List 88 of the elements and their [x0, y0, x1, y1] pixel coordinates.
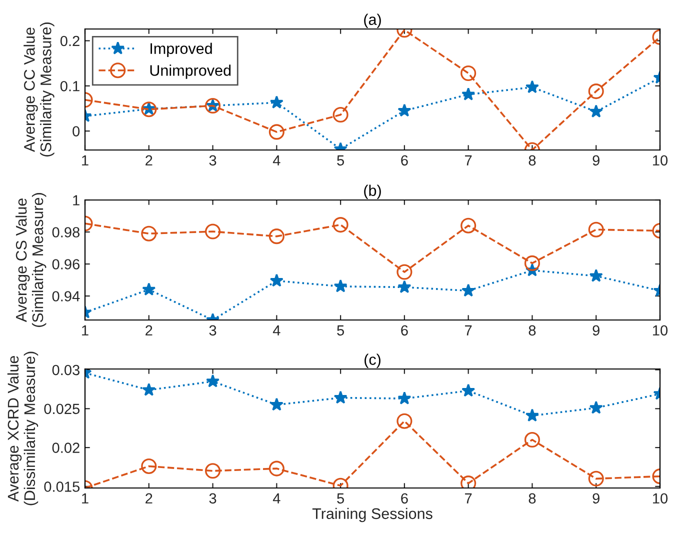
point — [141, 458, 157, 474]
x-tick-label: 1 — [82, 493, 88, 504]
x-tick-label: 6 — [401, 493, 408, 504]
point — [270, 274, 284, 287]
point — [398, 280, 412, 294]
x-tick-label: 10 — [653, 493, 668, 504]
y-tick-label: 0.025 — [44, 404, 80, 414]
x-tick-label: 8 — [528, 325, 536, 336]
x-tick-label: 7 — [465, 325, 472, 336]
x-tick-label: 3 — [209, 155, 216, 166]
x-tick-label: 3 — [209, 493, 216, 504]
x-tick-label: 7 — [465, 493, 472, 504]
point — [332, 217, 348, 233]
y-tick-label: 0.015 — [44, 482, 80, 492]
x-tick-label: 9 — [592, 325, 600, 336]
point — [589, 268, 603, 282]
chart-title: (c) — [364, 354, 380, 368]
y-axis-title: Average CS Value (Similarity Measure) — [16, 193, 46, 327]
y-tick-label: 0 — [72, 126, 80, 136]
point — [462, 284, 476, 297]
point — [205, 224, 221, 240]
point — [524, 432, 540, 448]
point — [396, 264, 412, 280]
point — [460, 218, 476, 234]
y-tick-label: 0.98 — [52, 227, 80, 238]
point — [524, 255, 540, 271]
point — [270, 398, 284, 411]
point — [460, 65, 476, 82]
x-tick-label: 8 — [528, 493, 536, 504]
point — [206, 374, 220, 388]
y-tick-label: 0.03 — [52, 364, 80, 376]
point — [525, 80, 539, 94]
x-tick-label: 5 — [337, 493, 344, 504]
x-tick-label: 6 — [401, 155, 408, 166]
point — [142, 382, 156, 396]
x-tick-label: 8 — [528, 155, 536, 166]
y-tick-label: 0.02 — [52, 442, 80, 453]
y-axis-title: Average CC Value (Similarity Measure) — [24, 22, 54, 156]
point — [588, 222, 604, 238]
x-tick-label: 9 — [592, 155, 600, 166]
y-tick-label: 0.96 — [52, 259, 80, 270]
x-tick-label: 7 — [465, 155, 472, 166]
point — [332, 107, 348, 123]
x-tick-label: 4 — [272, 493, 280, 504]
x-tick-label: 3 — [209, 325, 216, 336]
point — [589, 400, 603, 414]
point — [462, 87, 476, 100]
point — [396, 413, 412, 429]
y-tick-label: 1 — [73, 195, 80, 206]
legend-label: Improved — [150, 42, 212, 57]
x-tick-label: 2 — [146, 155, 152, 166]
x-tick-label: 1 — [82, 325, 88, 336]
point — [334, 279, 348, 292]
point — [462, 384, 476, 397]
point — [398, 104, 412, 117]
point — [205, 463, 221, 479]
x-tick-label: 4 — [272, 155, 280, 166]
point — [270, 96, 284, 108]
y-tick-label: 0.1 — [60, 80, 80, 92]
point — [268, 124, 284, 140]
x-tick-label: 2 — [146, 493, 152, 504]
y-tick-label: 0.2 — [60, 36, 80, 46]
x-tick-label: 9 — [592, 493, 600, 504]
point — [268, 460, 284, 476]
x-tick-label: 5 — [337, 325, 344, 336]
point — [589, 104, 603, 118]
x-tick-label: 4 — [272, 325, 280, 336]
point — [142, 282, 156, 296]
point — [268, 228, 284, 244]
x-tick-label: 10 — [653, 325, 668, 336]
x-axis-title: Training Sessions — [312, 508, 432, 522]
point — [588, 470, 604, 486]
x-tick-label: 2 — [146, 325, 152, 336]
y-tick-label: 0.94 — [52, 291, 80, 302]
point — [334, 390, 348, 404]
y-axis-title: Average XCRD Value (Dissimilarity Measure) — [7, 352, 38, 506]
point — [398, 391, 412, 404]
line-series — [85, 29, 660, 150]
chart-title: (b) — [364, 184, 381, 199]
x-tick-label: 5 — [337, 155, 344, 166]
x-tick-label: 6 — [401, 325, 408, 336]
point — [588, 84, 604, 100]
x-tick-label: 10 — [653, 155, 668, 166]
x-tick-label: 1 — [82, 155, 88, 166]
point — [141, 226, 157, 242]
chart-title: (a) — [364, 14, 381, 28]
legend-label: Unimproved — [150, 64, 231, 79]
point — [525, 408, 539, 422]
